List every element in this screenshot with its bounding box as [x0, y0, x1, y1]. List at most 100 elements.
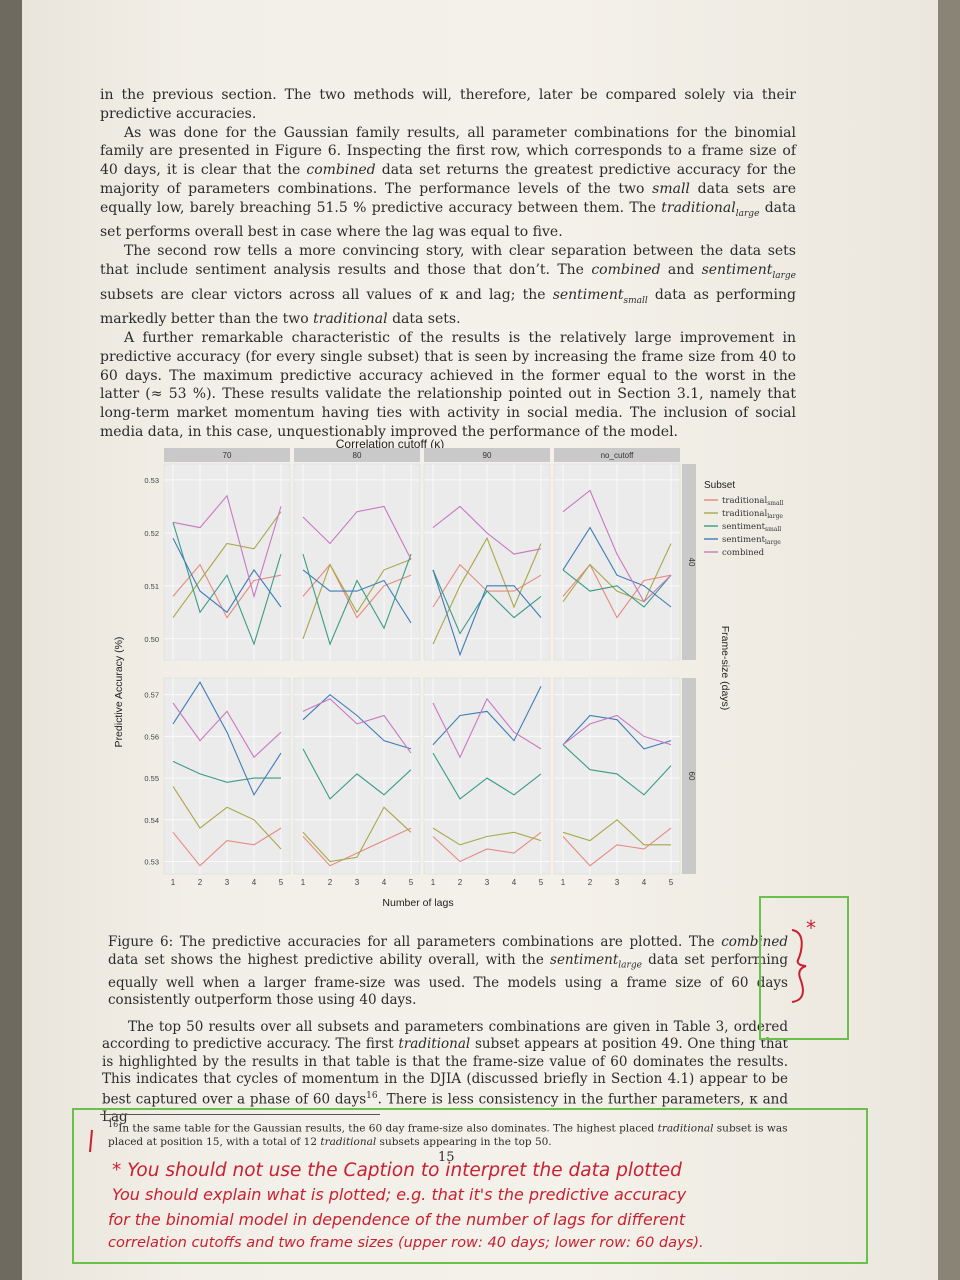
series-line-traditional-large [172, 511, 282, 618]
facet-row-label: 60 [687, 772, 696, 781]
facet-row-strip-60 [682, 678, 696, 874]
legend-label-sentiment-small: sentimentsmall [722, 522, 781, 533]
series-line-traditional-small [302, 827, 412, 867]
paragraph-5: The top 50 results over all subsets and … [102, 1019, 788, 1125]
page-number: 15 [438, 1150, 455, 1165]
legend-title: Subset [704, 480, 735, 491]
x-tick-label: 5 [409, 878, 414, 887]
series-line-combined [302, 698, 412, 754]
series-line-traditional-large [302, 558, 412, 639]
series-line-sentiment-small [172, 760, 281, 783]
paragraph-2: As was done for the Gaussian family resu… [100, 124, 796, 241]
y-tick-label: 0.57 [144, 691, 159, 700]
y-axis-label: Predictive Accuracy (%) [113, 637, 125, 748]
y-tick-label: 0.56 [144, 732, 159, 741]
y-tick-label: 0.52 [144, 529, 159, 538]
series-line-combined [172, 702, 282, 759]
x-tick-label: 1 [561, 878, 566, 887]
legend-label-traditional-large: traditionallarge [722, 509, 783, 520]
series-line-combined [562, 489, 672, 603]
x-tick-label: 5 [669, 878, 674, 887]
facet-row-label: 40 [687, 558, 696, 567]
figure-6-chart: Correlation cutoff (κ) Predictive Accurac… [113, 437, 783, 909]
body-text: in the previous section. The two methods… [100, 86, 796, 442]
y-tick-label: 0.55 [144, 774, 159, 783]
red-margin-bar [89, 1129, 93, 1153]
x-tick-label: 3 [355, 878, 360, 887]
red-brace-mark [791, 929, 807, 1003]
facet-row-title: Frame-size (days) [719, 626, 731, 711]
series-line-combined [562, 714, 672, 746]
series-line-traditional-small [432, 831, 542, 863]
series-line-sentiment-large [432, 686, 542, 746]
y-tick-label: 0.53 [144, 857, 159, 866]
series-line-sentiment-small [302, 748, 412, 800]
facet-strip-no_cutoff [554, 448, 680, 462]
series-line-combined [432, 505, 542, 555]
series-line-traditional-small [172, 563, 282, 619]
series-line-traditional-large [562, 543, 672, 603]
x-tick-label: 2 [458, 878, 463, 887]
facet-strip-label: 80 [353, 451, 362, 460]
paragraph-3: The second row tells a more convincing s… [100, 243, 796, 328]
series-line-sentiment-large [562, 714, 672, 750]
series-line-combined [432, 697, 542, 759]
x-tick-label: 3 [615, 878, 620, 887]
figure-caption: Figure 6: The predictive accuracies for … [108, 934, 789, 1009]
x-tick-label: 2 [328, 878, 333, 887]
series-line-traditional-large [302, 806, 412, 863]
footnote-rule [100, 1114, 380, 1115]
green-highlight-box-comments [72, 1108, 868, 1264]
facet-strip-label: 70 [223, 451, 232, 460]
facet-strip-70 [164, 448, 290, 462]
series-line-sentiment-small [172, 522, 282, 646]
x-tick-label: 4 [382, 878, 387, 887]
facet-strip-label: 90 [483, 451, 492, 460]
green-highlight-box-caption [759, 896, 849, 1040]
legend-label-traditional-small: traditionalsmall [722, 496, 783, 507]
chart-title: Correlation cutoff (κ) [336, 437, 445, 451]
series-line-traditional-large [172, 786, 282, 850]
x-tick-label: 4 [642, 878, 647, 887]
series-line-sentiment-large [302, 569, 412, 624]
x-tick-label: 3 [485, 878, 490, 887]
series-line-traditional-large [432, 536, 542, 645]
series-line-traditional-large [562, 819, 671, 846]
x-tick-label: 3 [225, 878, 230, 887]
handwritten-comment-line-4: correlation cutoffs and two frame sizes … [108, 1234, 704, 1251]
series-line-sentiment-large [172, 537, 282, 614]
x-tick-label: 5 [539, 878, 544, 887]
series-line-sentiment-small [432, 752, 542, 800]
facet-strip-label: no_cutoff [601, 451, 635, 460]
series-line-combined [172, 494, 282, 599]
facet-row-strip-40 [682, 464, 696, 660]
handwritten-comment-line-2: You should explain what is plotted; e.g.… [112, 1185, 687, 1204]
series-line-combined [302, 505, 412, 560]
legend-label-sentiment-large: sentimentlarge [722, 535, 781, 546]
series-line-sentiment-small [562, 744, 672, 796]
x-tick-label: 5 [279, 878, 284, 887]
series-line-traditional-small [172, 827, 282, 867]
legend-label-combined: combined [722, 548, 765, 558]
y-tick-label: 0.53 [144, 476, 159, 485]
footnote: 16In the same table for the Gaussian res… [108, 1120, 788, 1148]
facet-strip-90 [424, 448, 550, 462]
series-line-sentiment-small [302, 553, 412, 646]
series-line-traditional-small [302, 563, 412, 619]
x-tick-label: 1 [431, 878, 436, 887]
x-tick-label: 4 [512, 878, 517, 887]
y-tick-label: 0.51 [144, 582, 159, 591]
paragraph-1: in the previous section. The two methods… [100, 87, 796, 122]
red-star-mark: * [806, 916, 816, 940]
facet-strip-80 [294, 448, 420, 462]
y-tick-label: 0.50 [144, 635, 159, 644]
y-tick-label: 0.54 [144, 816, 159, 825]
series-line-traditional-small [562, 563, 672, 619]
x-axis-label: Number of lags [382, 897, 453, 909]
x-tick-label: 2 [198, 878, 203, 887]
x-tick-label: 1 [301, 878, 306, 887]
paragraph-4: A further remarkable characteristic of t… [100, 329, 796, 440]
x-tick-label: 2 [588, 878, 593, 887]
series-line-sentiment-large [172, 681, 282, 796]
series-line-sentiment-small [432, 569, 542, 635]
